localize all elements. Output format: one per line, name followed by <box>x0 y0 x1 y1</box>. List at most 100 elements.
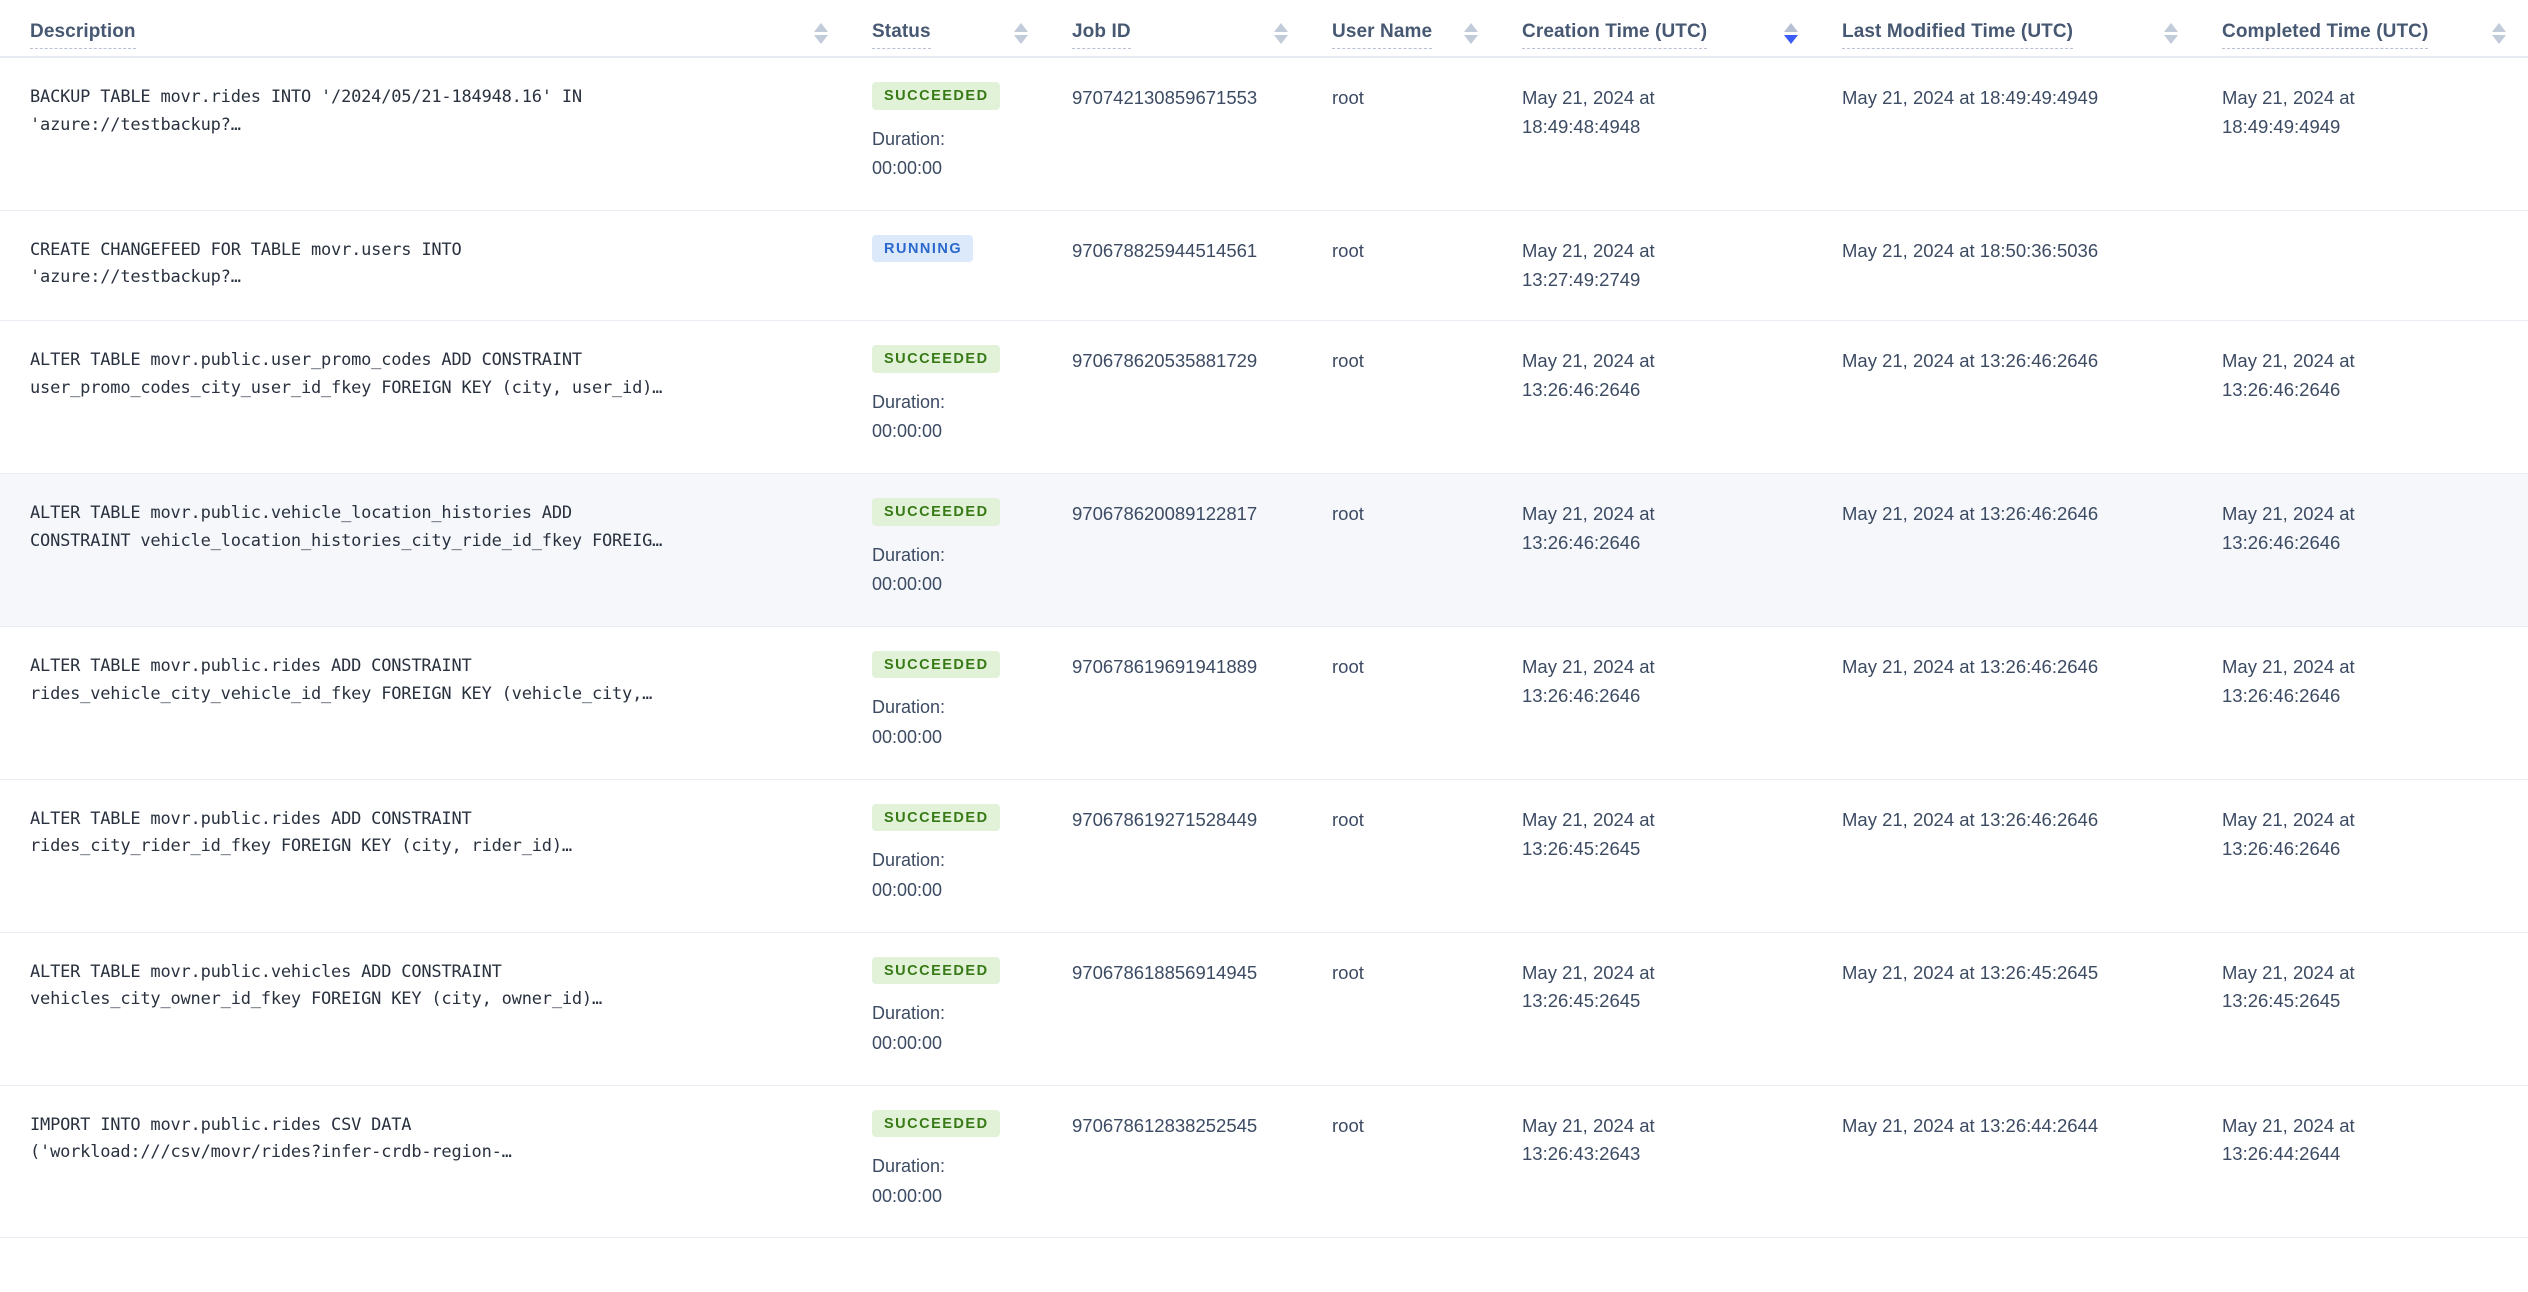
sort-toggle-status[interactable] <box>1014 23 1028 44</box>
cell-user-name: root <box>1332 87 1364 108</box>
completed-time-clock: 13:26:46:2646 <box>2222 378 2341 400</box>
cell-creation-time: May 21, 2024 at 13:26:46:2646 <box>1500 626 1820 779</box>
cell-status: SUCCEEDED Duration: 00:00:00 <box>850 779 1050 932</box>
cell-status: SUCCEEDED Duration: 00:00:00 <box>850 321 1050 474</box>
duration-block: Duration: 00:00:00 <box>872 125 1028 184</box>
duration-label: Duration: <box>872 128 946 149</box>
cell-completed-time <box>2200 210 2528 320</box>
table-row[interactable]: ALTER TABLE movr.public.user_promo_codes… <box>0 321 2528 474</box>
table-row[interactable]: ALTER TABLE movr.public.rides ADD CONSTR… <box>0 779 2528 933</box>
sort-toggle-description[interactable] <box>814 23 828 44</box>
status-badge: SUCCEEDED <box>872 1109 1000 1138</box>
description-line-2: 'azure://testbackup?… <box>30 267 241 288</box>
column-header-label-completed-time: Completed Time (UTC) <box>2222 22 2429 49</box>
creation-time-date: May 21, 2024 at <box>1522 961 1655 983</box>
column-header-user-name[interactable]: User Name <box>1310 0 1500 58</box>
cell-last-modified-time: May 21, 2024 at 13:26:46:2646 <box>1842 655 2099 677</box>
completed-time-clock: 13:26:44:2644 <box>2222 1143 2341 1165</box>
table-body: BACKUP TABLE movr.rides INTO '/2024/05/2… <box>0 57 2528 1238</box>
sort-toggle-last-modified-time[interactable] <box>2164 23 2178 44</box>
cell-job-id[interactable]: 970678825944514561 <box>1072 239 1258 261</box>
sort-ascending-icon <box>814 23 828 32</box>
sort-toggle-user-name[interactable] <box>1464 23 1478 44</box>
creation-time-clock: 13:26:43:2643 <box>1522 1143 1641 1165</box>
cell-status: SUCCEEDED Duration: 00:00:00 <box>850 626 1050 779</box>
creation-time-date: May 21, 2024 at <box>1522 87 1655 108</box>
table-row[interactable]: BACKUP TABLE movr.rides INTO '/2024/05/2… <box>0 57 2528 211</box>
cell-description[interactable]: ALTER TABLE movr.public.rides ADD CONSTR… <box>0 779 850 932</box>
sort-ascending-icon <box>1784 23 1798 32</box>
sort-descending-icon <box>1274 35 1288 44</box>
creation-time-clock: 13:26:46:2646 <box>1522 684 1641 706</box>
table-row[interactable]: ALTER TABLE movr.public.vehicles ADD CON… <box>0 932 2528 1086</box>
cell-user-name: root <box>1332 808 1364 830</box>
sort-ascending-icon <box>1274 23 1288 32</box>
jobs-table: Description Status J <box>0 0 2528 1238</box>
sort-descending-icon <box>2492 35 2506 44</box>
cell-job-id[interactable]: 970678620089122817 <box>1072 503 1258 525</box>
cell-completed-time: May 21, 2024 at 13:26:45:2645 <box>2200 932 2528 1085</box>
cell-description[interactable]: IMPORT INTO movr.public.rides CSV DATA ('… <box>0 1085 850 1238</box>
duration-value: 00:00:00 <box>872 1185 943 1206</box>
description-line-1: ALTER TABLE movr.public.rides ADD CONSTR… <box>30 808 472 829</box>
status-badge: SUCCEEDED <box>872 345 1000 373</box>
duration-value: 00:00:00 <box>872 158 943 179</box>
description-line-1: IMPORT INTO movr.public.rides CSV DATA <box>30 1114 412 1135</box>
column-header-status[interactable]: Status <box>850 0 1050 58</box>
cell-job-id[interactable]: 970678619691941889 <box>1072 655 1258 677</box>
completed-time-clock: 13:26:45:2645 <box>2222 990 2341 1012</box>
cell-job-id[interactable]: 970678619271528449 <box>1072 808 1258 830</box>
table-row[interactable]: CREATE CHANGEFEED FOR TABLE movr.users I… <box>0 210 2528 321</box>
description-line-1: ALTER TABLE movr.public.vehicles ADD CON… <box>30 961 502 982</box>
cell-description[interactable]: ALTER TABLE movr.public.vehicle_location… <box>0 474 850 627</box>
duration-block: Duration: 00:00:00 <box>872 541 1028 600</box>
table-row[interactable]: ALTER TABLE movr.public.rides ADD CONSTR… <box>0 626 2528 780</box>
sort-ascending-icon <box>2492 23 2506 32</box>
sort-toggle-completed-time[interactable] <box>2492 23 2506 44</box>
description-line-2: ('workload:///csv/movr/rides?infer-crdb-… <box>30 1142 512 1163</box>
completed-time-date: May 21, 2024 at <box>2222 808 2355 830</box>
sort-toggle-job-id[interactable] <box>1274 23 1288 44</box>
cell-job-id[interactable]: 970678620535881729 <box>1072 350 1258 372</box>
duration-label: Duration: <box>872 697 946 718</box>
column-header-label-creation-time: Creation Time (UTC) <box>1522 22 1708 49</box>
cell-completed-time: May 21, 2024 at 13:26:44:2644 <box>2200 1085 2528 1238</box>
cell-job-id[interactable]: 970742130859671553 <box>1072 87 1258 108</box>
column-header-job-id[interactable]: Job ID <box>1050 0 1310 58</box>
cell-user-name: root <box>1332 961 1364 983</box>
cell-description[interactable]: ALTER TABLE movr.public.rides ADD CONSTR… <box>0 626 850 779</box>
completed-time-date: May 21, 2024 at <box>2222 87 2355 108</box>
column-header-creation-time[interactable]: Creation Time (UTC) <box>1500 0 1820 58</box>
column-header-label-user-name: User Name <box>1332 22 1433 49</box>
description-line-2: 'azure://testbackup?… <box>30 114 241 135</box>
column-header-last-modified-time[interactable]: Last Modified Time (UTC) <box>1820 0 2200 58</box>
cell-last-modified-time: May 21, 2024 at 18:49:49:4949 <box>1842 87 2099 108</box>
cell-description[interactable]: CREATE CHANGEFEED FOR TABLE movr.users I… <box>0 210 850 320</box>
duration-value: 00:00:00 <box>872 421 943 442</box>
sort-descending-icon <box>1014 35 1028 44</box>
cell-description[interactable]: ALTER TABLE movr.public.vehicles ADD CON… <box>0 932 850 1085</box>
column-header-completed-time[interactable]: Completed Time (UTC) <box>2200 0 2528 58</box>
creation-time-clock: 13:27:49:2749 <box>1522 268 1641 290</box>
cell-completed-time: May 21, 2024 at 18:49:49:4949 <box>2200 57 2528 210</box>
table-row[interactable]: ALTER TABLE movr.public.vehicle_location… <box>0 473 2528 627</box>
cell-creation-time: May 21, 2024 at 13:26:46:2646 <box>1500 474 1820 627</box>
cell-job-id[interactable]: 970678618856914945 <box>1072 961 1258 983</box>
cell-job-id[interactable]: 970678612838252545 <box>1072 1114 1258 1136</box>
cell-completed-time: May 21, 2024 at 13:26:46:2646 <box>2200 321 2528 474</box>
cell-description[interactable]: ALTER TABLE movr.public.user_promo_codes… <box>0 321 850 474</box>
cell-status: RUNNING <box>850 210 1050 320</box>
duration-block: Duration: 00:00:00 <box>872 1152 1028 1211</box>
status-badge: SUCCEEDED <box>872 650 1000 679</box>
cell-description[interactable]: BACKUP TABLE movr.rides INTO '/2024/05/2… <box>0 57 850 210</box>
duration-block: Duration: 00:00:00 <box>872 388 1028 447</box>
cell-creation-time: May 21, 2024 at 18:49:48:4948 <box>1500 57 1820 210</box>
duration-block: Duration: 00:00:00 <box>872 846 1028 905</box>
table-row[interactable]: IMPORT INTO movr.public.rides CSV DATA ('… <box>0 1085 2528 1238</box>
column-header-description[interactable]: Description <box>0 0 850 58</box>
completed-time-date: May 21, 2024 at <box>2222 350 2355 372</box>
column-header-label-job-id: Job ID <box>1072 22 1131 49</box>
creation-time-date: May 21, 2024 at <box>1522 503 1655 525</box>
sort-toggle-creation-time[interactable] <box>1784 23 1798 44</box>
cell-creation-time: May 21, 2024 at 13:26:45:2645 <box>1500 779 1820 932</box>
